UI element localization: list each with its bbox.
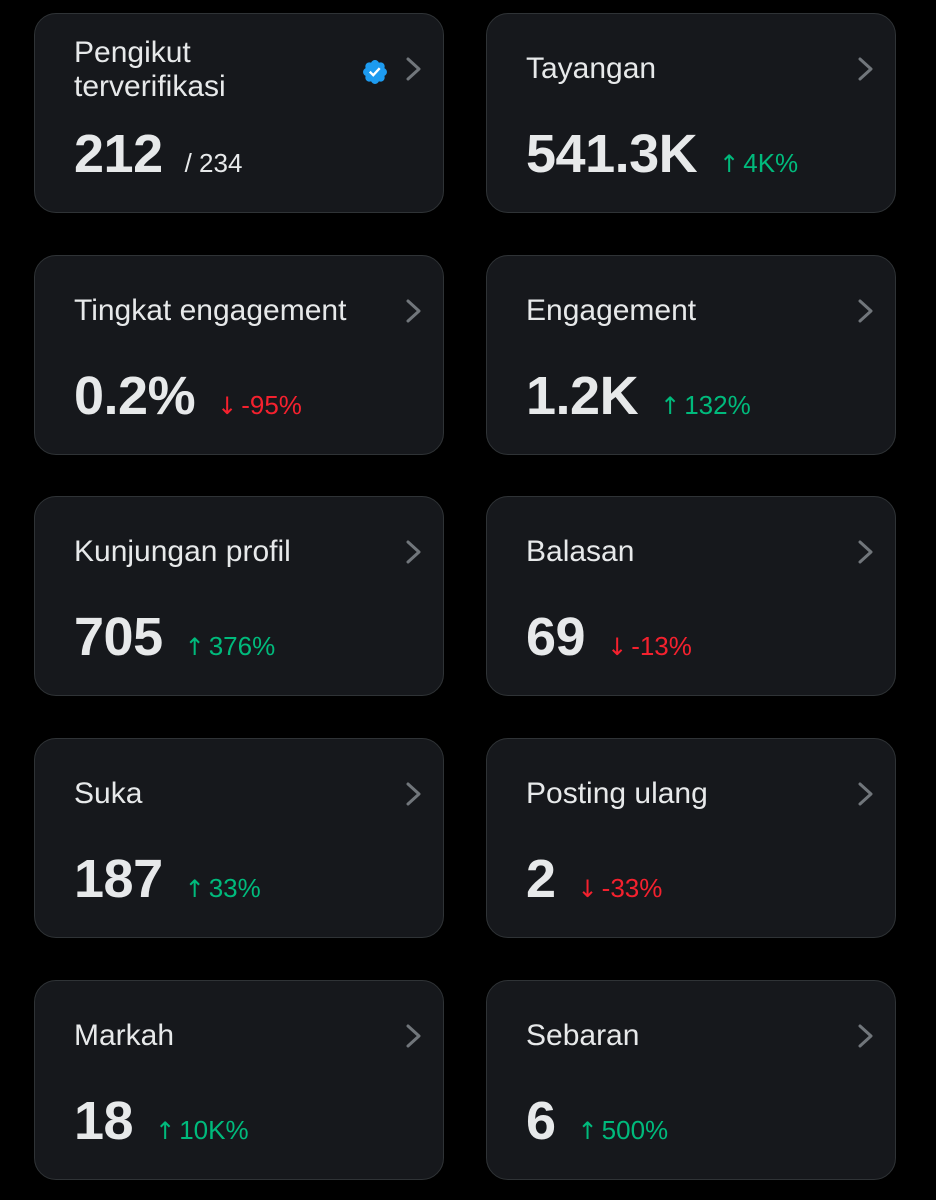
card-label: Engagement [526,294,697,327]
card-value: 541.3K [526,124,698,184]
card-value: 18 [74,1091,134,1151]
card-label: Suka [74,777,143,810]
card-value: 6 [526,1091,556,1151]
card-value: 705 [74,607,163,667]
chevron-right-icon [858,299,873,323]
chevron-right-icon [858,782,873,806]
card-value-row: 2 ↓ -33% [526,849,662,909]
arrow-down-icon: ↓ [577,875,598,903]
verified-badge-icon [363,60,387,84]
card-label: Sebaran [526,1019,640,1052]
card-likes[interactable]: Suka 187 ↑ 33% [34,738,444,938]
card-value: 1.2K [526,366,639,426]
arrow-up-icon: ↑ [184,633,205,661]
card-value-row: 18 ↑ 10K% [74,1091,249,1151]
card-label: Tingkat engagement [74,294,347,327]
change-value: 33% [208,873,261,903]
change-indicator: ↑ 376% [185,631,276,662]
change-indicator: ↓ -95% [217,390,302,421]
card-value-row: 187 ↑ 33% [74,849,261,909]
card-label: Pengikut terverifikasi [74,36,226,103]
card-label: Kunjungan profil [74,535,291,568]
card-profile-visits[interactable]: Kunjungan profil 705 ↑ 376% [34,496,444,696]
arrow-up-icon: ↑ [577,1117,598,1145]
card-value: 187 [74,849,163,909]
chevron-right-icon [406,299,421,323]
card-value: 2 [526,849,556,909]
chevron-right-icon [406,540,421,564]
card-bookmarks[interactable]: Markah 18 ↑ 10K% [34,980,444,1180]
change-indicator: ↑ 132% [660,390,751,421]
arrow-up-icon: ↑ [184,875,205,903]
arrow-up-icon: ↑ [660,392,681,420]
arrow-up-icon: ↑ [155,1117,176,1145]
card-value-row: 1.2K ↑ 132% [526,366,751,426]
card-value-row: 69 ↓ -13% [526,607,692,667]
change-value: -95% [241,390,302,420]
card-value: 212 [74,124,163,184]
card-label: Balasan [526,535,635,568]
change-indicator: ↑ 33% [185,873,261,904]
card-value-row: 212 / 234 [74,124,242,184]
change-indicator: ↑ 10K% [155,1115,249,1146]
card-label: Posting ulang [526,777,708,810]
change-indicator: ↓ -33% [578,873,663,904]
change-value: -33% [601,873,663,903]
card-replies[interactable]: Balasan 69 ↓ -13% [486,496,896,696]
card-impressions[interactable]: Tayangan 541.3K ↑ 4K% [486,13,896,213]
arrow-down-icon: ↓ [607,633,628,661]
card-engagements[interactable]: Engagement 1.2K ↑ 132% [486,255,896,455]
card-verified-followers[interactable]: Pengikut terverifikasi 212 / 234 [34,13,444,213]
card-value-row: 0.2% ↓ -95% [74,366,302,426]
change-value: 376% [208,631,276,661]
card-label: Tayangan [526,52,657,85]
card-value: 69 [526,607,586,667]
card-reposts[interactable]: Posting ulang 2 ↓ -33% [486,738,896,938]
card-engagement-rate[interactable]: Tingkat engagement 0.2% ↓ -95% [34,255,444,455]
chevron-right-icon [858,1024,873,1048]
chevron-right-icon [858,57,873,81]
change-value: 4K% [743,148,799,178]
card-value-row: 6 ↑ 500% [526,1091,668,1151]
card-value-row: 541.3K ↑ 4K% [526,124,798,184]
chevron-right-icon [406,1024,421,1048]
arrow-down-icon: ↓ [217,392,238,420]
chevron-right-icon [858,540,873,564]
change-value: -13% [631,631,692,661]
change-value: 500% [601,1115,669,1145]
arrow-up-icon: ↑ [719,150,740,178]
change-indicator: ↑ 4K% [719,148,798,179]
card-value: 0.2% [74,366,196,426]
change-value: 10K% [179,1115,249,1145]
change-value: 132% [684,390,751,420]
chevron-right-icon [406,782,421,806]
change-indicator: ↑ 500% [578,1115,669,1146]
card-label: Markah [74,1019,175,1052]
card-shares[interactable]: Sebaran 6 ↑ 500% [486,980,896,1180]
chevron-right-icon [406,57,421,81]
change-indicator: ↓ -13% [607,631,692,662]
card-value-row: 705 ↑ 376% [74,607,275,667]
card-total: / 234 [184,148,243,178]
